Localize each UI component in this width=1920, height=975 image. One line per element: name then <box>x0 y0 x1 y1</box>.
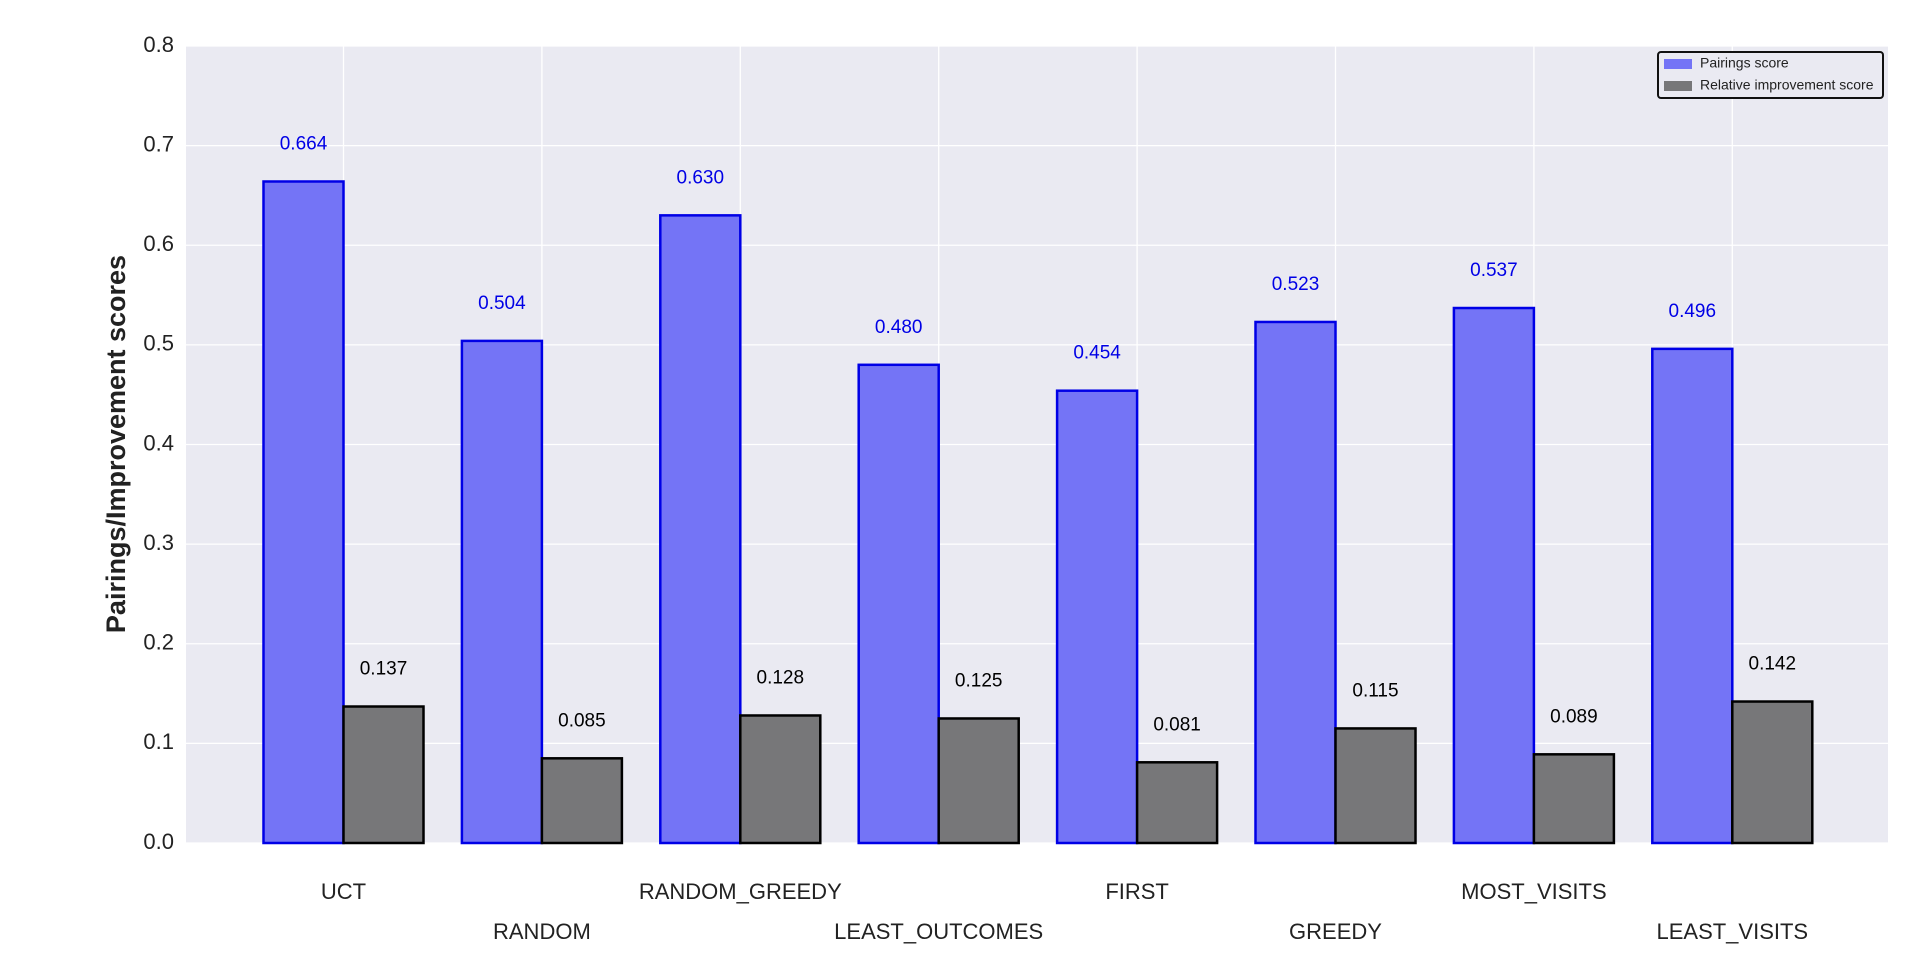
value-label: 0.537 <box>1470 260 1518 281</box>
value-label: 0.142 <box>1749 654 1797 675</box>
bar <box>1135 761 1219 845</box>
value-label: 0.480 <box>875 317 923 338</box>
value-label: 0.081 <box>1153 714 1201 735</box>
bar <box>1532 753 1616 845</box>
y-axis-label: Pairings/Improvement scores <box>101 255 131 633</box>
bar <box>342 705 425 845</box>
bar <box>540 757 624 845</box>
x-tick-label: LEAST_VISITS <box>1656 919 1808 944</box>
value-label: 0.454 <box>1073 343 1121 364</box>
value-label: 0.128 <box>757 667 805 688</box>
bar <box>1055 389 1139 845</box>
x-tick-label: LEAST_OUTCOMES <box>834 919 1043 944</box>
bar <box>1254 320 1337 845</box>
bar <box>937 717 1020 845</box>
legend-label: Pairings score <box>1700 55 1789 71</box>
y-tick-label: 0.4 <box>143 430 174 455</box>
y-tick-label: 0.8 <box>143 32 174 57</box>
value-label: 0.523 <box>1272 274 1320 295</box>
legend-swatch <box>1664 81 1692 91</box>
y-tick-label: 0.5 <box>143 331 174 356</box>
y-tick-label: 0.6 <box>143 231 174 256</box>
bar <box>1334 727 1417 845</box>
y-tick-label: 0.1 <box>143 729 174 754</box>
x-tick-label: MOST_VISITS <box>1461 879 1606 904</box>
x-tick-label: RANDOM_GREEDY <box>639 879 842 904</box>
legend-box <box>1657 51 1884 99</box>
y-tick-label: 0.7 <box>143 131 174 156</box>
bar <box>659 214 742 845</box>
bar <box>460 339 544 845</box>
y-tick-label: 0.3 <box>143 530 174 555</box>
bar <box>1731 700 1814 845</box>
value-label: 0.085 <box>558 710 606 731</box>
bar <box>1452 306 1536 845</box>
bar <box>262 180 345 845</box>
x-tick-label: UCT <box>321 879 366 904</box>
legend-label: Relative improvement score <box>1700 77 1874 93</box>
value-label: 0.504 <box>478 293 526 314</box>
y-tick-label: 0.2 <box>143 630 174 655</box>
bar <box>1651 347 1734 845</box>
legend-swatch <box>1664 59 1692 69</box>
value-label: 0.115 <box>1352 680 1398 701</box>
value-label: 0.630 <box>677 167 725 188</box>
bar <box>857 363 940 845</box>
y-tick-label: 0.0 <box>143 829 174 854</box>
x-tick-label: FIRST <box>1105 879 1169 904</box>
value-label: 0.664 <box>280 134 328 155</box>
x-tick-label: RANDOM <box>493 919 591 944</box>
value-label: 0.496 <box>1669 301 1717 322</box>
x-tick-label: GREEDY <box>1289 919 1382 944</box>
value-label: 0.125 <box>955 670 1003 691</box>
bar <box>739 714 822 845</box>
value-label: 0.089 <box>1550 706 1598 727</box>
value-label: 0.137 <box>360 659 408 680</box>
